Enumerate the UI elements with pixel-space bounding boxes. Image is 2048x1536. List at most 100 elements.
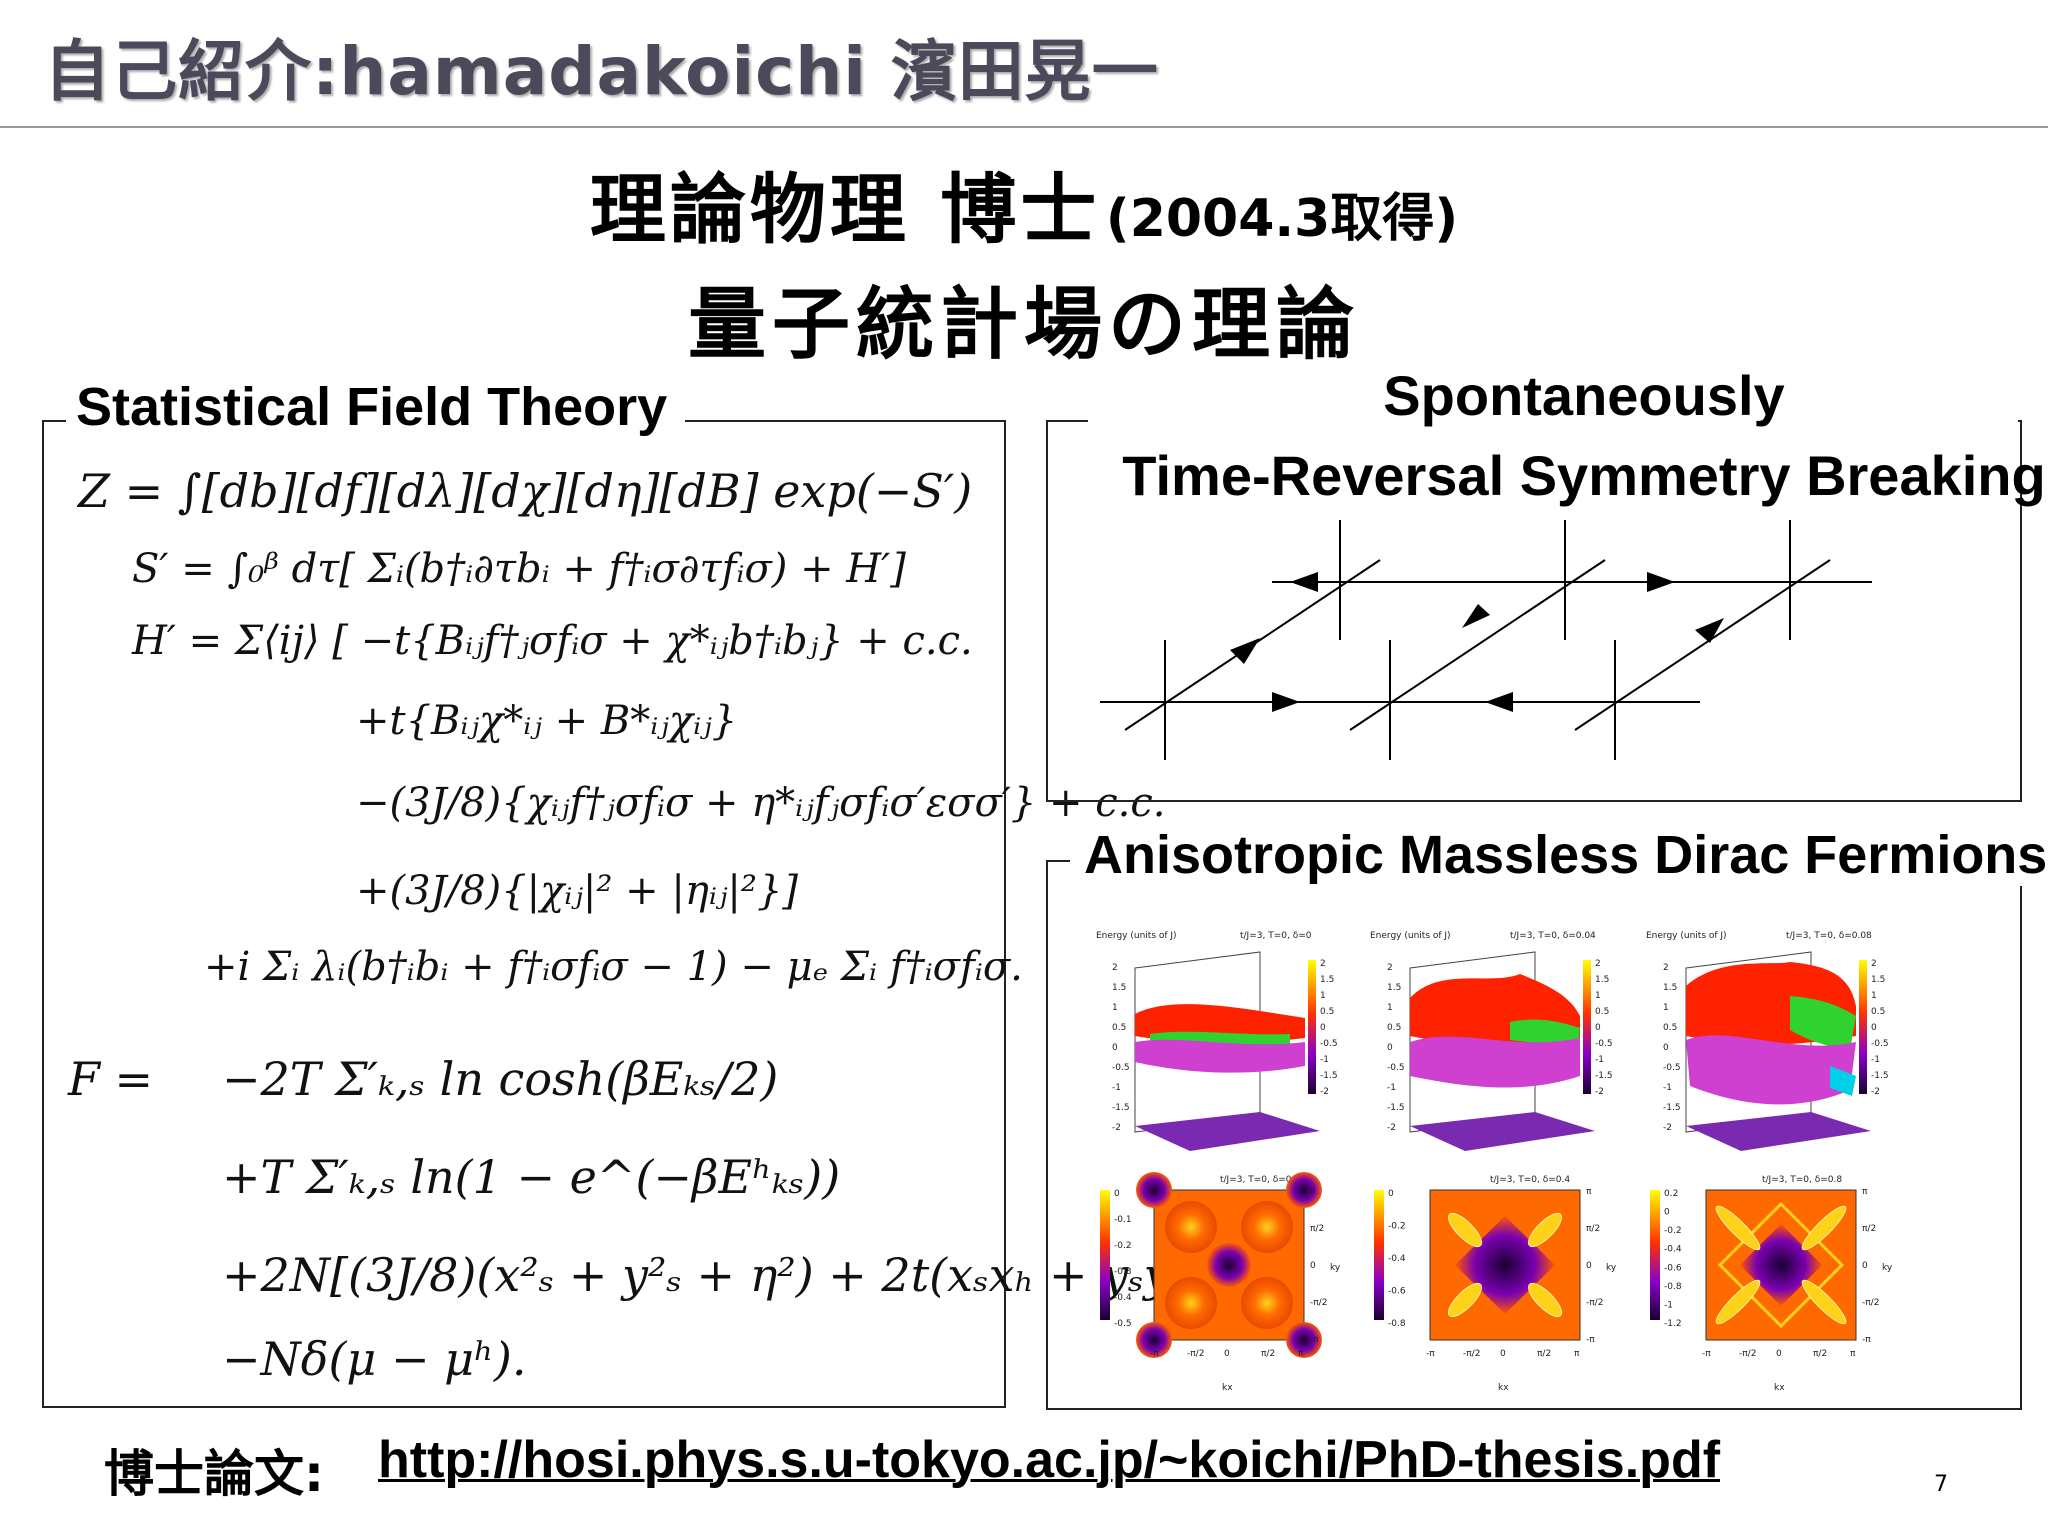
colorbar-tick-label: -0.5	[1595, 1039, 1613, 1049]
y-tick-label: π/2	[1862, 1224, 1876, 1234]
arrow-right-icon	[1647, 572, 1675, 592]
y-tick-label: 0	[1862, 1261, 1868, 1271]
statistical-field-theory-panel: Statistical Field Theory Z = ∫[db][df][d…	[42, 376, 1225, 1408]
arrow-down-left-icon	[1230, 638, 1260, 664]
x-tick-label: π	[1298, 1349, 1304, 1359]
thesis-label: 博士論文:	[104, 1445, 324, 1503]
colorbar-tick-label: 1	[1320, 991, 1326, 1001]
equation-line: Z = ∫[db][df][dλ][dχ][dη][dB] exp(−S′)	[78, 464, 973, 518]
y-tick-label: -1.5	[1663, 1103, 1681, 1113]
equation-line: H′ = Σ⟨ij⟩ [ −t{Bᵢⱼf†ⱼσfᵢσ + χ*ᵢⱼb†ᵢbⱼ} …	[132, 618, 973, 664]
colorbar-tick-label: -0.2	[1114, 1241, 1132, 1251]
colorbar-tick-label: -0.3	[1114, 1267, 1132, 1277]
colorbar	[1374, 1190, 1384, 1320]
y-tick-label: -2	[1112, 1123, 1121, 1133]
y-tick-label: 1.5	[1663, 983, 1677, 993]
colorbar-tick-label: 1.5	[1595, 975, 1609, 985]
degree-title: 理論物理 博士	[589, 165, 1101, 254]
y-tick-label: 0	[1310, 1261, 1316, 1271]
panel-label: Spontaneously Time-Reversal Symmetry Bre…	[1084, 356, 2048, 516]
x-tick-label: -π/2	[1739, 1349, 1756, 1359]
ky-label: ky	[1882, 1263, 1893, 1273]
kx-label: kx	[1222, 1383, 1233, 1393]
y-tick-label: -0.5	[1663, 1063, 1681, 1073]
x-tick-label: -π	[1702, 1349, 1711, 1359]
equation-line: −Nδ(μ − μʰ).	[222, 1332, 527, 1386]
y-tick-label: 0	[1586, 1261, 1592, 1271]
x-tick-label: -π	[1426, 1349, 1435, 1359]
equation-line: F =	[68, 1052, 154, 1106]
colorbar-tick-label: -1	[1320, 1055, 1329, 1065]
x-tick-label: -π/2	[1463, 1349, 1480, 1359]
panel-label-line1: Spontaneously	[1383, 364, 1785, 427]
colorbar-tick-label: -0.4	[1114, 1293, 1132, 1303]
plot-title: t/J=3, T=0, δ=0	[1220, 1175, 1292, 1185]
colorbar-tick-label: -0.6	[1388, 1287, 1406, 1297]
x-tick-label: π	[1574, 1349, 1580, 1359]
equation-line: +T Σ′ₖ,ₛ ln(1 − e^(−βEʰₖₛ))	[222, 1150, 841, 1204]
colorbar-tick-label: 0.5	[1595, 1007, 1609, 1017]
kx-label: kx	[1774, 1383, 1785, 1393]
y-tick-label: π	[1862, 1187, 1868, 1197]
x-tick-label: π/2	[1537, 1349, 1551, 1359]
dirac-fermions-panel: Anisotropic Massless Dirac Fermions	[1046, 824, 2048, 1410]
y-tick-label: 0	[1663, 1043, 1669, 1053]
y-tick-label: -1.5	[1387, 1103, 1405, 1113]
x-tick-label: -π	[1150, 1349, 1159, 1359]
x-tick-label: 0	[1224, 1349, 1230, 1359]
colorbar-tick-label: 2	[1595, 959, 1601, 969]
colorbar-tick-label: -0.4	[1388, 1254, 1406, 1264]
arrow-left-icon	[1485, 692, 1513, 712]
colorbar-tick-label: 0.5	[1871, 1007, 1885, 1017]
time-reversal-panel: Spontaneously Time-Reversal Symmetry Bre…	[1046, 364, 2046, 802]
colorbar-tick-label: 2	[1871, 959, 1877, 969]
thesis-subtitle: 量子統計場の理論	[687, 280, 1360, 370]
y-tick-label: 0.5	[1112, 1023, 1126, 1033]
y-tick-label: -2	[1663, 1123, 1672, 1133]
colorbar-tick-label: -0.6	[1664, 1263, 1682, 1273]
y-tick-label: π/2	[1310, 1224, 1324, 1234]
y-tick-label: -π	[1586, 1335, 1595, 1345]
y-tick-label: π/2	[1586, 1224, 1600, 1234]
colorbar-tick-label: -0.5	[1871, 1039, 1889, 1049]
y-tick-label: 1	[1387, 1003, 1393, 1013]
contour-plot-2: t/J=3, T=0, δ=0.4 kx ky	[1374, 1175, 1617, 1393]
equation-line: −(3J/8){χᵢⱼf†ⱼσfᵢσ + η*ᵢⱼfⱼσfᵢσ′εσσ′} + …	[356, 780, 1166, 826]
colorbar-tick-label: -0.8	[1664, 1282, 1682, 1292]
colorbar-tick-label: 0	[1595, 1023, 1601, 1033]
y-tick-label: 2	[1112, 963, 1118, 973]
colorbar-tick-label: 1	[1871, 991, 1877, 1001]
colorbar-tick-label: -0.5	[1114, 1319, 1132, 1329]
colorbar-tick-label: 0	[1664, 1208, 1670, 1218]
colorbar-tick-label: 0.5	[1320, 1007, 1334, 1017]
thesis-link[interactable]: http://hosi.phys.s.u-tokyo.ac.jp/~koichi…	[378, 1431, 1721, 1489]
panel-label: Statistical Field Theory	[66, 376, 686, 438]
y-tick-label: 2	[1387, 963, 1393, 973]
x-tick-label: 0	[1776, 1349, 1782, 1359]
contour-plot-1: t/J=3, T=0, δ=0 kx ky	[1100, 1172, 1341, 1393]
colorbar-tick-label: -1	[1595, 1055, 1604, 1065]
x-tick-label: -π/2	[1187, 1349, 1204, 1359]
plot-title: t/J=3, T=0, δ=0.8	[1762, 1175, 1842, 1185]
y-tick-label: -0.5	[1112, 1063, 1130, 1073]
panel-label-line2: Time-Reversal Symmetry Breaking	[1122, 444, 2046, 507]
x-tick-label: π/2	[1813, 1349, 1827, 1359]
equation-line: +2N[(3J/8)(x²ₛ + y²ₛ + η²) + 2t(xₛxₕ + y…	[222, 1248, 1226, 1302]
colorbar-tick-label: -1.5	[1320, 1071, 1338, 1081]
colorbar-tick-label: -1.5	[1871, 1071, 1889, 1081]
y-tick-label: -2	[1387, 1123, 1396, 1133]
contour-plot-3: t/J=3, T=0, δ=0.8 kx ky	[1650, 1175, 1893, 1393]
energy-axis-label: Energy (units of J)	[1096, 931, 1177, 941]
energy-axis-label: Energy (units of J)	[1370, 931, 1451, 941]
y-tick-label: -1.5	[1112, 1103, 1130, 1113]
y-tick-label: 1.5	[1387, 983, 1401, 993]
surface-plot-1: Energy (units of J) t/J=3, T=0, δ=0	[1096, 931, 1320, 1151]
colorbar-tick-label: -0.4	[1664, 1245, 1682, 1255]
bond-line	[1574, 559, 1831, 731]
y-tick-label: -π/2	[1310, 1298, 1327, 1308]
arrow-right-icon	[1272, 692, 1300, 712]
degree-date: (2004.3取得)	[1105, 189, 1459, 249]
colorbar-tick-label: -1.5	[1595, 1071, 1613, 1081]
equation-line: +(3J/8){|χᵢⱼ|² + |ηᵢⱼ|²}]	[356, 868, 798, 914]
equation-line: +t{Bᵢⱼχ*ᵢⱼ + B*ᵢⱼχᵢⱼ}	[356, 698, 738, 744]
